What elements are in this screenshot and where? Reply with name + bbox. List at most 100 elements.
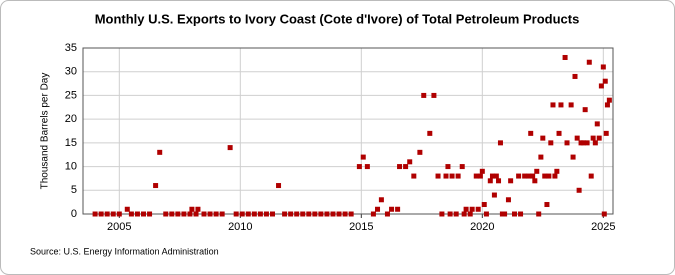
point: [389, 206, 395, 212]
point: [604, 102, 610, 108]
point: [453, 211, 459, 217]
point: [342, 211, 348, 217]
point: [239, 211, 245, 217]
point: [606, 97, 612, 103]
point: [157, 149, 163, 155]
point: [375, 206, 381, 212]
point: [598, 83, 604, 89]
point: [469, 206, 475, 212]
point: [201, 211, 207, 217]
point: [505, 197, 511, 203]
point: [395, 206, 401, 212]
point: [586, 59, 592, 65]
point: [219, 211, 225, 217]
point: [447, 211, 453, 217]
point: [356, 164, 362, 170]
point: [530, 173, 536, 179]
x-tick-label: 2020: [470, 221, 494, 233]
x-tick-label: 2015: [349, 221, 373, 233]
point: [370, 211, 376, 217]
point: [294, 211, 300, 217]
point: [276, 183, 282, 189]
point: [477, 173, 483, 179]
y-tick-label: 10: [65, 160, 77, 172]
point: [562, 54, 568, 60]
point: [538, 154, 544, 160]
y-tick-label: 15: [65, 137, 77, 149]
point: [251, 211, 257, 217]
point: [124, 206, 130, 212]
point: [417, 149, 423, 155]
point: [227, 145, 233, 151]
point: [282, 211, 288, 217]
point: [487, 178, 493, 184]
point: [403, 164, 409, 170]
point: [558, 102, 564, 108]
point: [588, 173, 594, 179]
point: [594, 121, 600, 127]
point: [489, 173, 495, 179]
point: [455, 173, 461, 179]
point: [397, 164, 403, 170]
point: [572, 73, 578, 79]
point: [532, 178, 538, 184]
point: [542, 173, 548, 179]
point: [596, 135, 602, 141]
point: [324, 211, 330, 217]
point: [526, 173, 532, 179]
point: [544, 202, 550, 208]
point: [459, 164, 465, 170]
point: [189, 206, 195, 212]
point: [554, 168, 560, 174]
point: [181, 211, 187, 217]
y-tick-label: 5: [71, 184, 77, 196]
point: [518, 211, 524, 217]
point: [548, 140, 554, 146]
point: [104, 211, 110, 217]
point: [502, 211, 508, 217]
point: [552, 173, 558, 179]
point: [141, 211, 147, 217]
point: [257, 211, 263, 217]
x-tick-label: 2005: [107, 221, 131, 233]
point: [213, 211, 219, 217]
point: [461, 211, 467, 217]
point: [564, 140, 570, 146]
point: [528, 130, 534, 136]
point: [580, 140, 586, 146]
point: [536, 211, 542, 217]
source: Source: U.S. Energy Information Administ…: [30, 246, 219, 256]
point: [318, 211, 324, 217]
point: [134, 211, 140, 217]
plot-border: [82, 47, 614, 215]
point: [576, 187, 582, 193]
point: [92, 211, 98, 217]
point: [570, 154, 576, 160]
point: [263, 211, 269, 217]
point: [568, 102, 574, 108]
point: [233, 211, 239, 217]
point: [147, 211, 153, 217]
point: [378, 197, 384, 203]
y-tick-label: 0: [71, 208, 77, 220]
point: [584, 140, 590, 146]
point: [288, 211, 294, 217]
point: [110, 211, 116, 217]
y-tick-label: 35: [65, 42, 77, 54]
point: [534, 168, 540, 174]
point: [550, 102, 556, 108]
point: [306, 211, 312, 217]
point: [582, 107, 588, 113]
point: [602, 78, 608, 84]
point: [330, 211, 336, 217]
point: [463, 206, 469, 212]
point: [483, 211, 489, 217]
point: [449, 173, 455, 179]
point: [128, 211, 134, 217]
point: [435, 173, 441, 179]
point: [600, 64, 606, 70]
point: [512, 211, 518, 217]
point: [592, 140, 598, 146]
